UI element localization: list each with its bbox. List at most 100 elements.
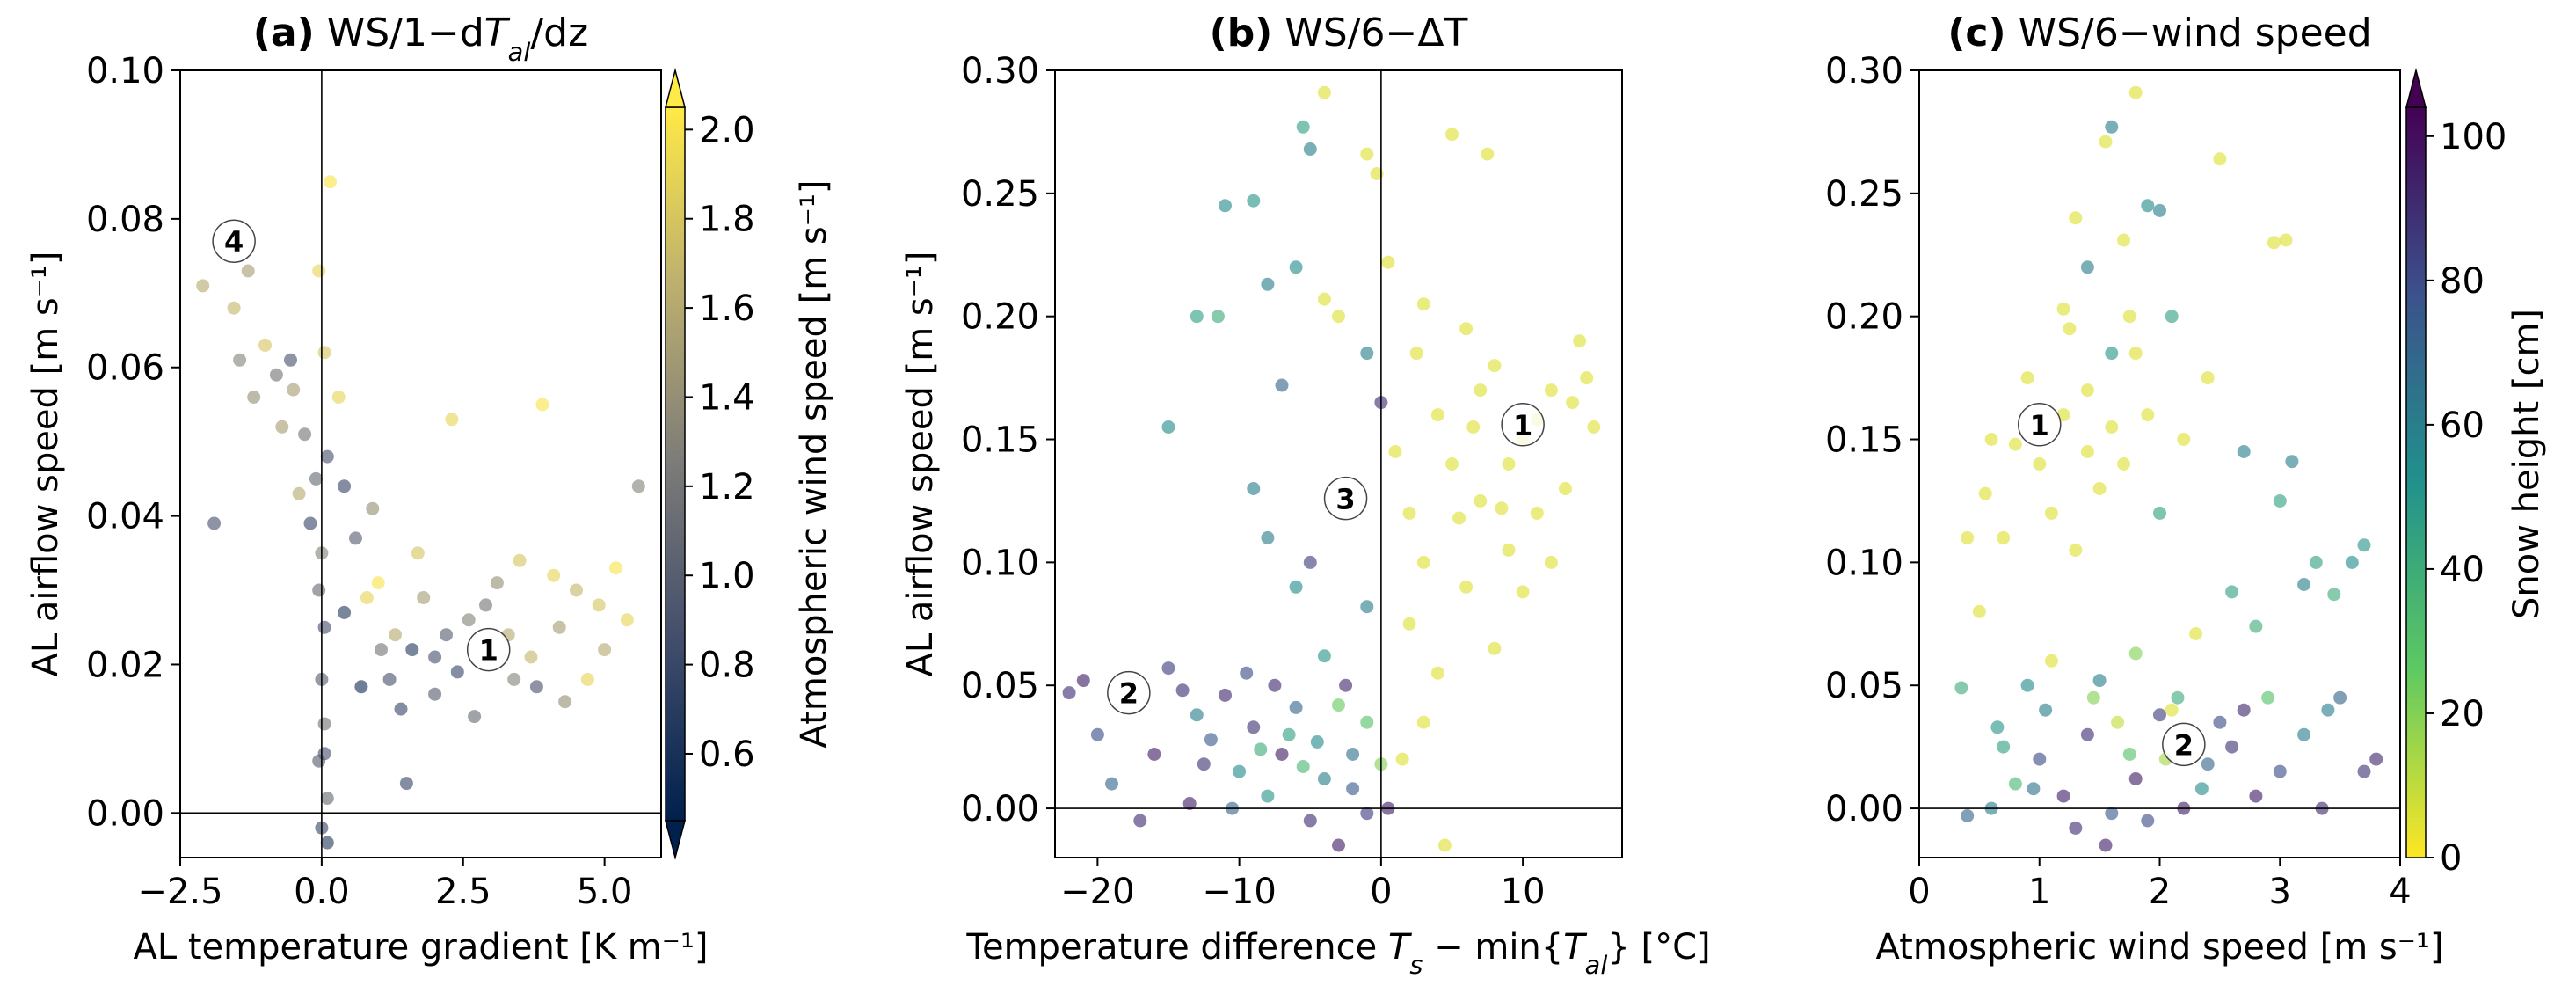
data-point bbox=[1437, 838, 1452, 852]
data-point bbox=[2128, 646, 2143, 661]
data-point bbox=[1190, 310, 1204, 324]
annotation-circle bbox=[466, 627, 511, 672]
annotation-marker: 2 bbox=[1107, 670, 1151, 715]
data-point bbox=[552, 620, 566, 634]
data-point bbox=[2105, 347, 2119, 361]
data-point bbox=[2099, 838, 2113, 852]
data-point bbox=[1997, 530, 2011, 544]
data-point bbox=[1445, 457, 1459, 471]
data-point bbox=[2279, 233, 2293, 247]
data-point bbox=[1296, 760, 1310, 773]
data-point bbox=[1261, 789, 1275, 803]
data-point bbox=[2213, 152, 2227, 166]
data-point bbox=[320, 449, 334, 464]
data-point bbox=[2213, 715, 2227, 729]
annotation-label: 2 bbox=[2174, 728, 2194, 762]
data-point bbox=[1175, 683, 1190, 698]
colorbar-tick-label: 1.0 bbox=[699, 556, 755, 596]
data-point bbox=[570, 583, 583, 597]
panel-c-axes: 0 1 2 3 4 0.00 0.05 0.10 0.15 0.20 0.25 0.30 1 2 bbox=[1825, 51, 2412, 912]
data-point bbox=[298, 427, 312, 442]
data-point bbox=[609, 561, 622, 575]
annotation-marker: 1 bbox=[1501, 403, 1545, 447]
data-point bbox=[2177, 433, 2191, 446]
panel-b-ylabel: AL airflow speed [m s⁻¹] bbox=[900, 252, 941, 677]
x-tick-label: 1 bbox=[2028, 872, 2050, 912]
data-point bbox=[2020, 371, 2034, 385]
data-point bbox=[1268, 678, 1282, 692]
x-tick-label: 10 bbox=[1501, 872, 1546, 912]
data-point bbox=[233, 353, 247, 367]
data-point bbox=[1247, 482, 1261, 495]
data-point bbox=[1997, 740, 2011, 754]
data-point bbox=[1289, 700, 1303, 714]
data-point bbox=[2063, 322, 2077, 336]
data-point bbox=[1430, 408, 1444, 422]
panel-a-colorbar-label: Atmospheric wind speed [m s⁻¹] bbox=[794, 180, 834, 749]
data-point bbox=[592, 598, 606, 612]
data-point bbox=[2099, 135, 2113, 149]
data-point bbox=[2141, 408, 2155, 422]
annotation-label: 2 bbox=[1119, 677, 1139, 711]
data-point bbox=[2039, 703, 2053, 717]
data-point bbox=[354, 680, 368, 694]
colorbar-extend-max bbox=[665, 68, 686, 108]
y-tick-label: 0.25 bbox=[1825, 174, 1903, 215]
data-point bbox=[258, 338, 272, 352]
data-point bbox=[2080, 727, 2094, 741]
colorbar-tick-label: 100 bbox=[2440, 117, 2507, 157]
data-point bbox=[1544, 383, 1558, 398]
data-point bbox=[1303, 555, 1317, 569]
data-point bbox=[2027, 782, 2041, 796]
data-point bbox=[275, 420, 289, 434]
annotation-marker: 2 bbox=[2162, 722, 2206, 767]
data-point bbox=[317, 717, 331, 731]
data-point bbox=[312, 264, 326, 278]
data-point bbox=[1559, 482, 1572, 495]
annotation-marker: 1 bbox=[2018, 403, 2062, 447]
data-point bbox=[1961, 530, 1975, 544]
x-tick-label: 2.5 bbox=[435, 872, 491, 912]
data-point bbox=[1317, 292, 1331, 306]
data-point bbox=[1339, 678, 1353, 692]
data-point bbox=[2020, 678, 2034, 692]
annotation-circle bbox=[1107, 670, 1151, 715]
panel-a-xlabel: AL temperature gradient [K m⁻¹] bbox=[134, 927, 709, 968]
data-point bbox=[2056, 789, 2070, 803]
data-point bbox=[2273, 494, 2287, 508]
y-tick-label: 0.00 bbox=[86, 793, 164, 834]
data-point bbox=[2261, 690, 2275, 705]
panel-b-axes: −20 −10 0 10 0.00 0.05 0.10 0.15 0.20 0.25 0.30 1 3 2 bbox=[961, 51, 1623, 912]
data-point bbox=[1961, 809, 1975, 822]
panel-b: WS/6−ΔT (b) −20 −10 0 10 0.00 0.05 0.10 0.15 0.2… bbox=[900, 11, 1711, 980]
data-point bbox=[2357, 538, 2371, 552]
colorbar-tick-label: 20 bbox=[2440, 694, 2485, 734]
data-point bbox=[1452, 511, 1466, 525]
data-point bbox=[2069, 543, 2083, 557]
data-point bbox=[1303, 814, 1317, 828]
colorbar-extend-max bbox=[2405, 68, 2427, 108]
data-point bbox=[1076, 674, 1090, 688]
data-point bbox=[320, 792, 334, 805]
data-point bbox=[317, 346, 331, 360]
data-point bbox=[405, 643, 419, 657]
x-tick-label: −2.5 bbox=[137, 872, 222, 912]
data-point bbox=[1289, 260, 1303, 274]
data-point bbox=[338, 605, 352, 619]
data-point bbox=[317, 620, 331, 634]
data-point bbox=[2008, 777, 2022, 791]
data-point bbox=[2105, 420, 2119, 434]
data-point bbox=[2033, 457, 2047, 471]
data-point bbox=[558, 695, 572, 709]
data-point bbox=[303, 516, 317, 530]
y-tick-label: 0.20 bbox=[1825, 297, 1903, 338]
data-point bbox=[631, 479, 645, 493]
colorbar-tick-label: 40 bbox=[2440, 550, 2485, 590]
annotation-label: 1 bbox=[1513, 409, 1532, 442]
colorbar-tick-label: 60 bbox=[2440, 405, 2485, 446]
data-point bbox=[2141, 199, 2155, 213]
data-point bbox=[1466, 420, 1481, 434]
data-point bbox=[2128, 85, 2143, 99]
data-point bbox=[312, 583, 326, 597]
data-point bbox=[2225, 740, 2239, 754]
